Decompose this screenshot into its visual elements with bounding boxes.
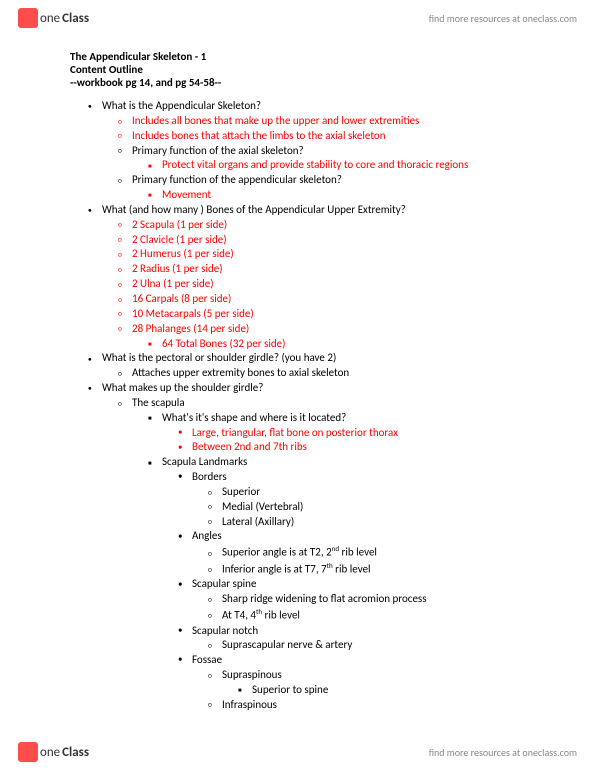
logo-text-one-footer: one [40, 745, 60, 760]
item-q1c: Primary function of the axial skeleton? [70, 144, 555, 159]
item-border-sup: Superior [70, 485, 555, 500]
logo-icon-one [18, 8, 38, 28]
item-fossae-a1: Superior to spine [70, 683, 555, 698]
item-fossae: Fossae [70, 653, 555, 668]
bone-ulna: 2 Ulna (1 per side) [70, 277, 555, 292]
item-q1d: Primary function of the appendicular ske… [70, 173, 555, 188]
doc-subtitle: Content Outline [70, 63, 555, 76]
bone-metacarpals: 10 Metacarpals (5 per side) [70, 307, 555, 322]
item-angles: Angles [70, 529, 555, 544]
item-fossae-a: Supraspinous [70, 668, 555, 683]
item-angle-sup: Superior angle is at T2, 2nd rib level [70, 544, 555, 561]
item-q4: What makes up the shoulder girdle? [70, 381, 555, 396]
bone-clavicle: 2 Clavicle (1 per side) [70, 233, 555, 248]
item-spine-a: Sharp ridge widening to flat acromion pr… [70, 592, 555, 607]
item-q1d1: Movement [70, 188, 555, 203]
item-fossae-b: Infraspinous [70, 698, 555, 713]
item-border-med: Medial (Vertebral) [70, 500, 555, 515]
item-border-lat: Lateral (Axillary) [70, 515, 555, 530]
item-notch: Scapular notch [70, 624, 555, 639]
item-borders: Borders [70, 470, 555, 485]
header-link[interactable]: find more resources at oneclass.com [429, 12, 577, 25]
brand-logo: one Class [18, 8, 89, 28]
item-angle-inf: Inferior angle is at T7, 7th rib level [70, 561, 555, 578]
doc-title: The Appendicular Skeleton - 1 [70, 50, 555, 63]
item-q4a: The scapula [70, 396, 555, 411]
logo-text-one: one [40, 11, 60, 26]
item-q2: What (and how many ) Bones of the Append… [70, 203, 555, 218]
doc-reference: --workbook pg 14, and pg 54-58-- [70, 76, 555, 89]
bone-radius: 2 Radius (1 per side) [70, 262, 555, 277]
document-content: The Appendicular Skeleton - 1 Content Ou… [70, 50, 555, 713]
item-q1: What is the Appendicular Skeleton? [70, 99, 555, 114]
brand-logo-footer: one Class [18, 742, 89, 762]
item-spine-b: At T4, 4th rib level [70, 607, 555, 624]
item-q3a: Attaches upper extremity bones to axial … [70, 366, 555, 381]
item-notch-a: Suprascapular nerve & artery [70, 638, 555, 653]
bone-scapula: 2 Scapula (1 per side) [70, 218, 555, 233]
item-q1b: Includes bones that attach the limbs to … [70, 129, 555, 144]
bone-phalanges: 28 Phalanges (14 per side) [70, 322, 555, 337]
bone-total: 64 Total Bones (32 per side) [70, 337, 555, 352]
item-spine: Scapular spine [70, 577, 555, 592]
item-q1c1: Protect vital organs and provide stabili… [70, 158, 555, 173]
bone-carpals: 16 Carpals (8 per side) [70, 292, 555, 307]
bone-humerus: 2 Humerus (1 per side) [70, 247, 555, 262]
item-q1a: Includes all bones that make up the uppe… [70, 114, 555, 129]
outline-list: What is the Appendicular Skeleton? Inclu… [70, 99, 555, 713]
item-q4a1a: Large, triangular, flat bone on posterio… [70, 426, 555, 441]
page-footer: one Class find more resources at oneclas… [0, 734, 595, 770]
item-q4a1: What's it's shape and where is it locate… [70, 411, 555, 426]
logo-text-class: Class [62, 11, 89, 26]
logo-text-class-footer: Class [62, 745, 89, 760]
item-q3: What is the pectoral or shoulder girdle?… [70, 351, 555, 366]
logo-icon-one-footer [18, 742, 38, 762]
footer-link[interactable]: find more resources at oneclass.com [429, 746, 577, 759]
item-q4a1b: Between 2nd and 7th ribs [70, 440, 555, 455]
page-header: one Class find more resources at oneclas… [0, 0, 595, 36]
item-q4a2: Scapula Landmarks [70, 455, 555, 470]
